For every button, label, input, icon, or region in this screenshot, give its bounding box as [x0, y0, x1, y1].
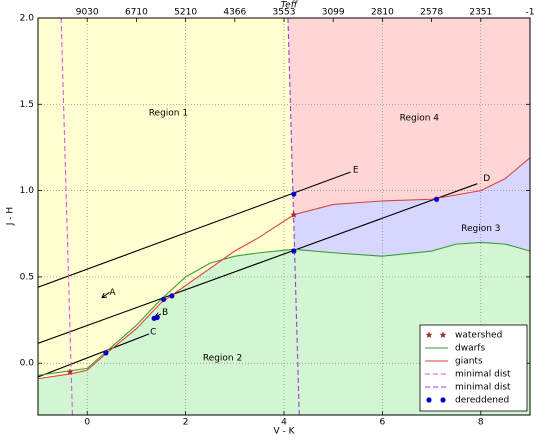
star-marker — [66, 368, 74, 375]
x-tick-label: 2 — [183, 418, 189, 428]
annotation: Region 3 — [461, 224, 500, 234]
star-marker — [290, 211, 298, 218]
star-marker — [439, 331, 447, 338]
reddening-line — [38, 171, 351, 288]
x2-tick-label: 9030 — [76, 8, 99, 18]
legend-label: minimal dist — [455, 383, 511, 393]
point — [103, 350, 109, 356]
y-tick-label: 1.0 — [20, 186, 35, 196]
x2-tick-label: 4366 — [223, 8, 246, 18]
point — [291, 248, 297, 254]
x2-tick-label: 2810 — [371, 8, 394, 18]
x2-tick-label: 3553 — [273, 8, 296, 18]
x2-tick-label: 6710 — [125, 8, 148, 18]
y-tick-label: 1.5 — [20, 100, 34, 110]
x2-tick-label: 2578 — [420, 8, 443, 18]
legend-box — [419, 324, 528, 412]
point — [426, 397, 432, 403]
legend-label: minimal dist — [455, 370, 511, 380]
point — [154, 314, 160, 321]
reddening-line — [38, 183, 478, 344]
legend-label: dwarfs — [455, 344, 485, 354]
x2-tick-label: 3099 — [322, 8, 345, 18]
annotation: Region 1 — [149, 108, 188, 118]
x2-tick-label: -1 — [526, 8, 535, 18]
point — [433, 196, 440, 202]
dashed-line — [60, 18, 73, 415]
annotation: A — [109, 288, 116, 298]
point — [440, 397, 446, 403]
x-tick-label: 4 — [281, 418, 287, 428]
annotation: Region 4 — [400, 114, 440, 124]
star-marker — [425, 331, 433, 338]
y-tick-label: 0.0 — [20, 359, 35, 369]
x-tick-label: 8 — [478, 418, 484, 428]
y-axis-label: J - H — [6, 207, 16, 226]
dashed-line — [287, 18, 300, 415]
point — [169, 293, 175, 299]
x-tick-label: 0 — [84, 418, 90, 428]
x-axis-label: V - K — [273, 427, 295, 437]
point — [291, 191, 297, 197]
curve — [38, 241, 530, 376]
reddening-line — [38, 333, 150, 378]
region-right-upper — [287, 18, 530, 379]
x2-tick-label: 5210 — [174, 8, 197, 18]
annotation: E — [353, 165, 359, 175]
annotation: D — [483, 174, 490, 184]
annotation: B — [162, 308, 168, 318]
curve — [38, 157, 530, 380]
y-tick-label: 0.5 — [20, 272, 34, 282]
legend-label: watershed — [455, 331, 502, 341]
point — [160, 296, 167, 302]
x2-tick-label: 2351 — [469, 8, 492, 18]
y-tick-label: 2.0 — [20, 14, 35, 24]
legend-label: giants — [455, 357, 483, 367]
x2-axis-label: Teff — [281, 1, 299, 11]
annotation: C — [150, 328, 156, 338]
annotation: Region 2 — [203, 354, 242, 364]
arrow — [101, 292, 110, 299]
x-tick-label: 6 — [380, 418, 386, 428]
legend-label: dereddened — [455, 396, 509, 406]
